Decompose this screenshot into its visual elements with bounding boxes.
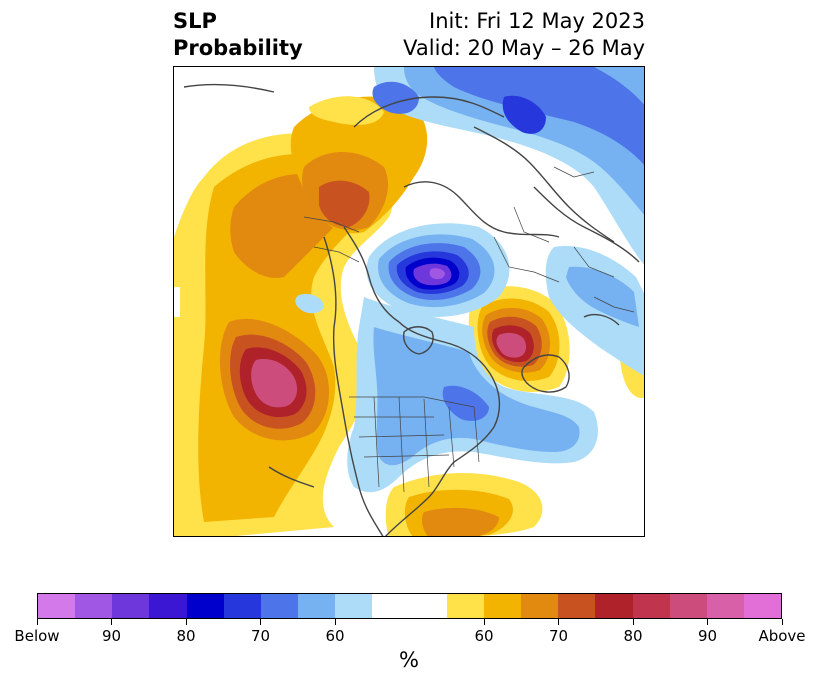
colorbar-cell <box>446 594 484 618</box>
colorbar-unit-label: % <box>399 648 419 672</box>
colorbar-cell <box>743 594 782 618</box>
colorbar-tick-label: Above <box>758 627 806 645</box>
colorbar-tick <box>36 619 38 625</box>
colorbar-tick <box>260 619 261 625</box>
colorbar-tick <box>707 619 708 625</box>
probability-map <box>173 66 645 537</box>
colorbar-cell <box>186 594 224 618</box>
colorbar-cell <box>669 594 707 618</box>
colorbar-cell <box>483 594 522 618</box>
colorbar-tick-label: 80 <box>623 627 643 645</box>
colorbar-tick-label: 90 <box>697 627 718 645</box>
init-date: Init: Fri 12 May 2023 <box>429 9 645 33</box>
colorbar-cell <box>149 594 187 618</box>
colorbar-cell <box>298 594 336 618</box>
colorbar-tick-label: Below <box>14 627 60 645</box>
title-variable: SLP <box>173 9 217 33</box>
valid-range: Valid: 20 May – 26 May <box>403 36 645 60</box>
colorbar-tick <box>632 619 634 625</box>
colorbar-tick-label: 60 <box>474 627 494 645</box>
colorbar-tick-label: 70 <box>548 627 569 645</box>
colorbar-cell <box>260 594 299 618</box>
colorbar-tick <box>334 619 336 625</box>
colorbar-cell <box>521 594 559 618</box>
country-borders <box>303 166 635 493</box>
colorbar-tick <box>483 619 485 625</box>
colorbar-cell <box>38 594 76 618</box>
colorbar-cell <box>409 594 447 618</box>
chart-title-left: SLP Probability <box>173 8 303 62</box>
colorbar-tick-label: 80 <box>176 627 196 645</box>
map-svg <box>174 67 644 536</box>
colorbar-tick <box>185 619 187 625</box>
colorbar-tick-label: 90 <box>101 627 122 645</box>
colorbar-tick-label: 60 <box>325 627 345 645</box>
colorbar-cell <box>558 594 596 618</box>
colorbar-cell <box>75 594 113 618</box>
colorbar-cell <box>632 594 670 618</box>
title-probability: Probability <box>173 36 303 60</box>
chart-title-right: Init: Fri 12 May 2023 Valid: 20 May – 26… <box>403 8 645 62</box>
colorbar-tick <box>558 619 559 625</box>
colorbar-cell <box>223 594 261 618</box>
colorbar-cell <box>112 594 150 618</box>
colorbar-cell <box>372 594 410 618</box>
colorbar-tick <box>111 619 112 625</box>
colorbar-cell <box>335 594 373 618</box>
probability-colorbar <box>37 593 782 619</box>
colorbar-cell <box>706 594 744 618</box>
coastlines <box>183 83 640 536</box>
colorbar-tick <box>781 619 783 625</box>
colorbar-cell <box>595 594 633 618</box>
colorbar-tick-label: 70 <box>250 627 271 645</box>
